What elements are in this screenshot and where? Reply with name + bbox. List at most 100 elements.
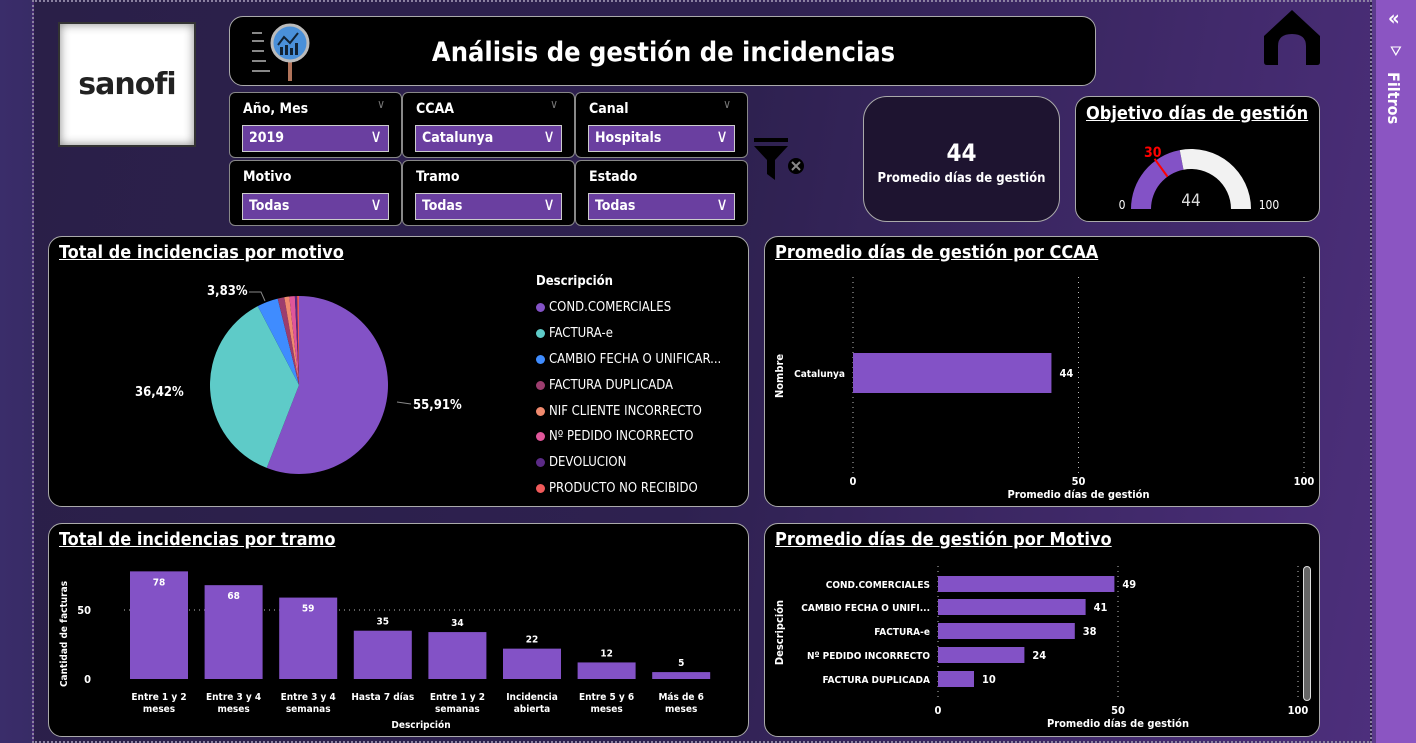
home-button[interactable]: [1262, 8, 1322, 70]
legend-item[interactable]: PRODUCTO NO RECIBIDO: [536, 476, 721, 502]
pie-data-label: 36,42%: [135, 385, 184, 400]
title-bar: Análisis de gestión de incidencias: [229, 16, 1096, 86]
pie-slice: [277, 297, 299, 385]
motivo-title: Promedio días de gestión por Motivo: [775, 529, 1112, 550]
bar: [938, 671, 974, 687]
slicer-label: Motivo: [243, 169, 292, 185]
legend-dot-icon: [536, 303, 545, 313]
bar-data-label: 59: [302, 604, 315, 615]
clear-filters-button[interactable]: [752, 136, 807, 186]
legend-dot-icon: [536, 406, 545, 416]
analytics-magnifier-icon: [252, 23, 310, 81]
y-category-label: CAMBIO FECHA O UNIFI...: [801, 603, 930, 614]
legend-label: FACTURA-e: [549, 326, 613, 342]
bar: [938, 647, 1025, 663]
x-tick-label: 0: [850, 475, 857, 488]
y-axis-title: Cantidad de facturas: [59, 581, 70, 687]
motivo-bar-chart: 0 50 100 49 COND.COMERCIALES 41 CAMBIO FECHA O…: [773, 566, 1308, 730]
chevron-down-icon: ∨: [370, 194, 382, 215]
legend-item[interactable]: Nº PEDIDO INCORRECTO: [536, 424, 721, 450]
bar-data-label: 5: [678, 658, 684, 669]
slicer-tramo: Tramo Todas ∨: [402, 160, 575, 226]
x-category-label: Hasta 7 días: [351, 691, 414, 703]
pie-legend: COND.COMERCIALES FACTURA-e CAMBIO FECHA O …: [536, 295, 721, 501]
pie-slice: [284, 296, 299, 385]
legend-item[interactable]: COND.COMERCIALES: [536, 295, 721, 321]
legend-item[interactable]: FACTURA DUPLICADA: [536, 372, 721, 398]
bar-data-label: 78: [153, 577, 166, 588]
chevron-down-icon[interactable]: ∨: [550, 97, 558, 111]
chevron-down-icon: ∨: [716, 126, 728, 147]
kpi-label: Promedio días de gestión: [877, 171, 1046, 186]
legend-dot-icon: [536, 380, 545, 390]
legend-item[interactable]: FACTURA-e: [536, 321, 721, 347]
slicer-dropdown[interactable]: Hospitals ∨: [588, 125, 735, 152]
legend-dot-icon: [536, 458, 545, 468]
pie-chart: 55,91% 36,42% 3,83%: [135, 284, 462, 474]
x-category-label: Entre 1 y 2: [430, 692, 485, 703]
chevron-down-icon[interactable]: ∨: [723, 97, 731, 111]
y-tick-label: 0: [84, 673, 91, 686]
legend-label: DEVOLUCION: [549, 455, 627, 471]
kpi-card: 44 Promedio días de gestión: [863, 96, 1060, 222]
legend-item[interactable]: NIF CLIENTE INCORRECTO: [536, 398, 721, 424]
y-axis-title: Nombre: [773, 354, 786, 398]
gauge-max-label: 100: [1259, 198, 1280, 212]
x-tick-label: 0: [935, 704, 942, 717]
pie-slice: [257, 298, 299, 385]
y-category-label: FACTURA DUPLICADA: [823, 675, 931, 686]
collapse-icon[interactable]: «: [1388, 6, 1400, 30]
x-axis-title: Descripción: [391, 719, 450, 731]
x-category-label: meses: [590, 704, 622, 715]
bar: [353, 630, 412, 679]
bar-data-label: 12: [600, 648, 613, 659]
bar-data-label: 22: [526, 635, 539, 646]
bar-data-label: 38: [1083, 625, 1097, 638]
filter-clear-icon: [754, 138, 804, 180]
slicer-dropdown[interactable]: Catalunya ∨: [415, 125, 562, 152]
ccaa-panel: Promedio días de gestión por CCAA 0 50 100…: [764, 236, 1320, 507]
chevron-down-icon[interactable]: ∨: [377, 97, 385, 111]
legend-label: FACTURA DUPLICADA: [549, 377, 674, 393]
pie-slice: [210, 306, 299, 468]
slicer-año-mes: Año, Mes ∨ 2019 ∨: [229, 92, 402, 158]
motivo-panel: Promedio días de gestión por Motivo 0 50 1…: [764, 523, 1320, 737]
pie-data-label: 55,91%: [413, 398, 462, 413]
legend-label: NIF CLIENTE INCORRECTO: [549, 403, 702, 419]
x-category-label: Incidencia: [506, 692, 558, 703]
chevron-down-icon: ∨: [543, 126, 555, 147]
slicer-label: Canal: [589, 101, 629, 117]
bar-data-label: 10: [982, 673, 996, 686]
slicer-dropdown[interactable]: Todas ∨: [242, 193, 389, 220]
slicer-dropdown[interactable]: Todas ∨: [415, 193, 562, 220]
chevron-down-icon: ∨: [716, 194, 728, 215]
legend-label: COND.COMERCIALES: [549, 300, 672, 316]
tramo-panel: Total de incidencias por tramo 0 50 78 Entr…: [48, 523, 749, 737]
gauge-title: Objetivo días de gestión: [1086, 103, 1309, 124]
pie-slice: [266, 296, 388, 474]
gauge-min-label: 0: [1119, 198, 1126, 212]
legend-label: PRODUCTO NO RECIBIDO: [549, 480, 698, 496]
slicer-dropdown[interactable]: 2019 ∨: [242, 125, 389, 152]
scrollbar[interactable]: [1303, 566, 1311, 701]
slicer-estado: Estado Todas ∨: [575, 160, 748, 226]
slicer-label: CCAA: [416, 101, 454, 117]
x-category-label: Entre 3 y 4: [206, 692, 261, 703]
pie-slice: [294, 296, 299, 385]
x-axis-title: Promedio días de gestión: [1007, 488, 1149, 501]
filters-pane[interactable]: « ⛛ Filtros: [1376, 0, 1416, 743]
pie-slice: [297, 296, 299, 385]
pie-title: Total de incidencias por motivo: [59, 242, 344, 263]
slicer-dropdown[interactable]: Todas ∨: [588, 193, 735, 220]
pie-leader-line: [249, 291, 266, 302]
gauge-value-label: 44: [1181, 191, 1200, 211]
legend-item[interactable]: CAMBIO FECHA O UNIFICAR...: [536, 347, 721, 373]
x-tick-label: 50: [1072, 475, 1086, 488]
legend-label: CAMBIO FECHA O UNIFICAR...: [549, 351, 722, 367]
logo-text: sanofi: [78, 67, 176, 102]
y-category-label: Nº PEDIDO INCORRECTO: [807, 651, 930, 662]
slicer-value: Todas: [249, 198, 290, 214]
legend-item[interactable]: DEVOLUCION: [536, 450, 721, 476]
home-icon: [1264, 10, 1320, 65]
legend-title: Descripción: [536, 274, 613, 289]
